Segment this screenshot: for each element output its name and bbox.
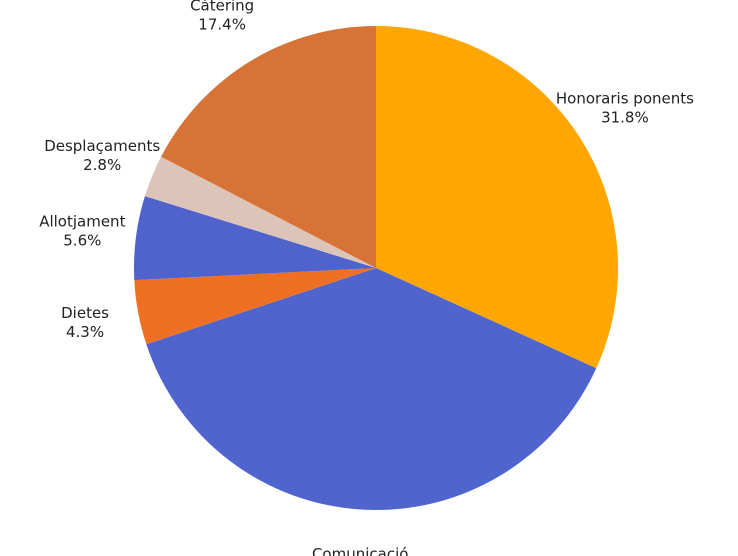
pie-slice	[146, 268, 597, 511]
pie-slice	[376, 26, 618, 369]
slice-label: Allotjament	[39, 212, 125, 230]
slice-label: Honoraris ponents	[556, 89, 694, 107]
slice-label: Desplaçaments	[44, 137, 160, 155]
slice-value-label: 4.3%	[66, 323, 104, 341]
pie-slice	[144, 156, 376, 268]
pie-slice	[161, 26, 376, 268]
slice-label: Comunicació	[312, 545, 408, 556]
slice-value-label: 17.4%	[198, 16, 246, 34]
slice-value-label: 2.8%	[83, 156, 121, 174]
pie-slice	[134, 268, 376, 345]
slice-label: Dietes	[61, 304, 109, 322]
slice-value-label: 31.8%	[601, 108, 649, 126]
pie-slice	[134, 196, 376, 281]
slice-value-label: 5.6%	[63, 231, 101, 249]
slice-label: Càtering	[190, 0, 254, 15]
